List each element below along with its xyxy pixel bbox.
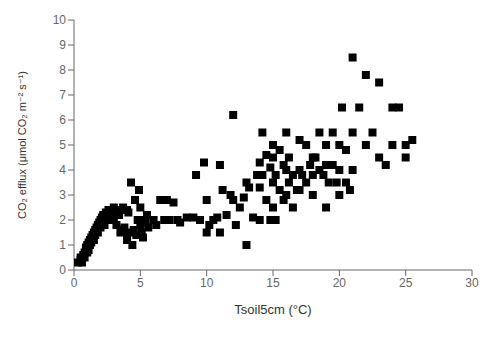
svg-text:7: 7	[59, 88, 66, 102]
svg-text:0: 0	[59, 263, 66, 277]
svg-text:10: 10	[200, 276, 214, 290]
svg-text:4: 4	[59, 163, 66, 177]
svg-text:8: 8	[59, 63, 66, 77]
svg-text:25: 25	[399, 276, 413, 290]
svg-text:5: 5	[59, 138, 66, 152]
svg-text:3: 3	[59, 188, 66, 202]
svg-text:Tsoil5cm (°C): Tsoil5cm (°C)	[234, 302, 311, 317]
svg-text:20: 20	[333, 276, 347, 290]
svg-text:CO₂ efflux (μmol CO₂ m⁻² s⁻¹): CO₂ efflux (μmol CO₂ m⁻² s⁻¹)	[16, 71, 28, 219]
svg-text:1: 1	[59, 238, 66, 252]
svg-text:5: 5	[137, 276, 144, 290]
svg-text:15: 15	[266, 276, 280, 290]
svg-text:9: 9	[59, 38, 66, 52]
svg-text:6: 6	[59, 113, 66, 127]
svg-text:30: 30	[465, 276, 479, 290]
svg-text:2: 2	[59, 213, 66, 227]
svg-text:10: 10	[53, 13, 67, 27]
svg-text:0: 0	[71, 276, 78, 290]
